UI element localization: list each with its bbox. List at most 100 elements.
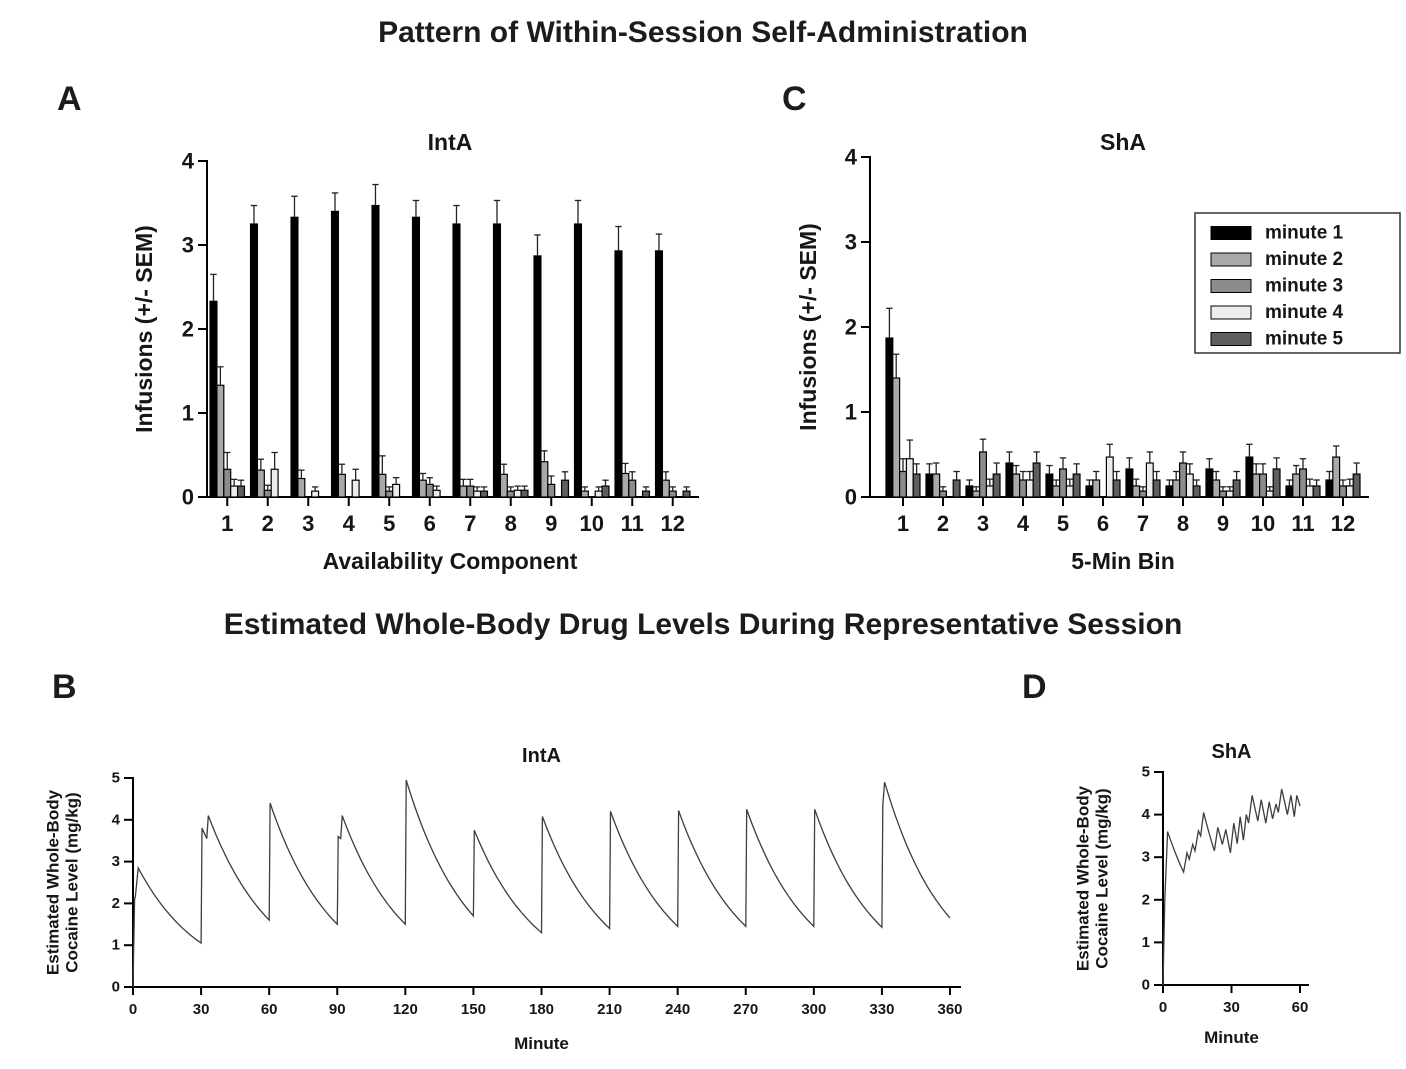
chart-title: IntA [428,129,473,155]
legend-label: minute 3 [1265,276,1343,297]
y-tick-label: 3 [845,230,857,255]
x-tick-label: 1 [221,511,233,536]
bar [1092,479,1101,498]
bar [311,490,320,498]
x-tick-label: 300 [801,1001,826,1018]
bar [425,483,434,498]
bar [1139,490,1148,498]
bar [1192,485,1201,498]
bar [594,490,603,498]
bar [492,223,502,498]
x-tick-label: 360 [937,1001,962,1018]
bar [330,210,340,498]
y-tick-label: 3 [112,853,120,870]
bar [1245,456,1254,498]
x-tick-label: 2 [937,511,949,536]
data-curve [1162,788,1301,986]
x-tick-label: 0 [129,1001,137,1018]
legend-swatch [1210,332,1252,346]
x-tick-label: 4 [1017,511,1030,536]
bar [1205,468,1214,498]
x-tick-label: 5 [1057,511,1069,536]
x-tick-label: 12 [661,511,685,536]
bar [573,223,583,498]
x-tick-label: 6 [424,511,436,536]
y-axis-label: Estimated Whole-BodyCocaine Level (mg/kg… [1074,785,1112,971]
bar [1332,456,1341,498]
bar [216,384,225,498]
bar [236,485,246,498]
bar [385,490,394,498]
bar [290,216,299,498]
bar [459,485,468,498]
x-tick-label: 3 [302,511,314,536]
x-tick-label: 90 [329,1001,346,1018]
bar [473,490,482,498]
chart-title: ShA [1100,129,1146,155]
y-tick-label: 0 [1142,977,1150,994]
x-tick-label: 5 [383,511,395,536]
bar [249,223,259,498]
bar [209,300,218,498]
bar [418,479,427,498]
bar [506,490,515,498]
bar [979,451,988,498]
bar [1352,473,1361,498]
legend-swatch [1210,226,1252,240]
bar [1025,479,1034,498]
y-axis-label: Estimated Whole-BodyCocaine Level (mg/kg… [44,789,82,975]
data-curve [132,779,951,988]
legend-swatch [1210,252,1252,267]
chart-title: ShA [1212,741,1252,763]
bar [932,473,941,498]
y-tick-label: 2 [182,317,194,342]
x-tick-label: 60 [261,1001,278,1018]
bar [1325,479,1334,498]
bar [654,250,664,498]
bar [939,490,948,498]
panel-label-a: A [57,80,82,118]
bar [892,377,901,498]
x-tick-label: 180 [529,1001,554,1018]
bar [378,473,387,498]
bar [1072,473,1081,498]
bar [466,485,475,498]
bar [337,473,346,498]
y-tick-label: 0 [845,485,857,510]
bar [1112,479,1121,498]
x-tick-label: 7 [464,511,476,536]
bar [1272,468,1281,498]
bar [925,473,934,498]
bar [411,216,421,498]
bar [1225,490,1234,498]
x-tick-label: 270 [733,1001,758,1018]
bar [972,490,981,498]
bar [580,490,589,498]
panel-label-c: C [782,80,807,118]
bar [1172,479,1181,498]
bar [1292,473,1301,498]
bar [952,479,961,498]
legend-label: minute 1 [1265,223,1344,244]
bar [885,337,894,498]
bar [1065,485,1074,498]
bar [223,468,232,498]
bar [1212,479,1221,498]
bar [540,461,549,498]
bar [1305,485,1314,498]
y-tick-label: 1 [845,400,857,425]
bar [371,204,380,498]
bar [899,470,908,498]
y-tick-label: 4 [112,811,121,828]
bar [560,479,570,498]
figure-title-bottom: Estimated Whole-Body Drug Levels During … [223,608,1183,641]
bar [905,458,914,498]
x-tick-label: 0 [1159,999,1167,1016]
bar [668,490,677,498]
intA-cocaine-level-line-chart: IntA 0 1 2 3 4 5 Estimated Whole-BodyCocaine Le… [44,745,963,1053]
y-tick-label: 4 [1142,806,1151,823]
bar [1012,473,1021,498]
bar [1152,479,1161,498]
bar [1145,462,1154,498]
bar [1232,479,1241,498]
